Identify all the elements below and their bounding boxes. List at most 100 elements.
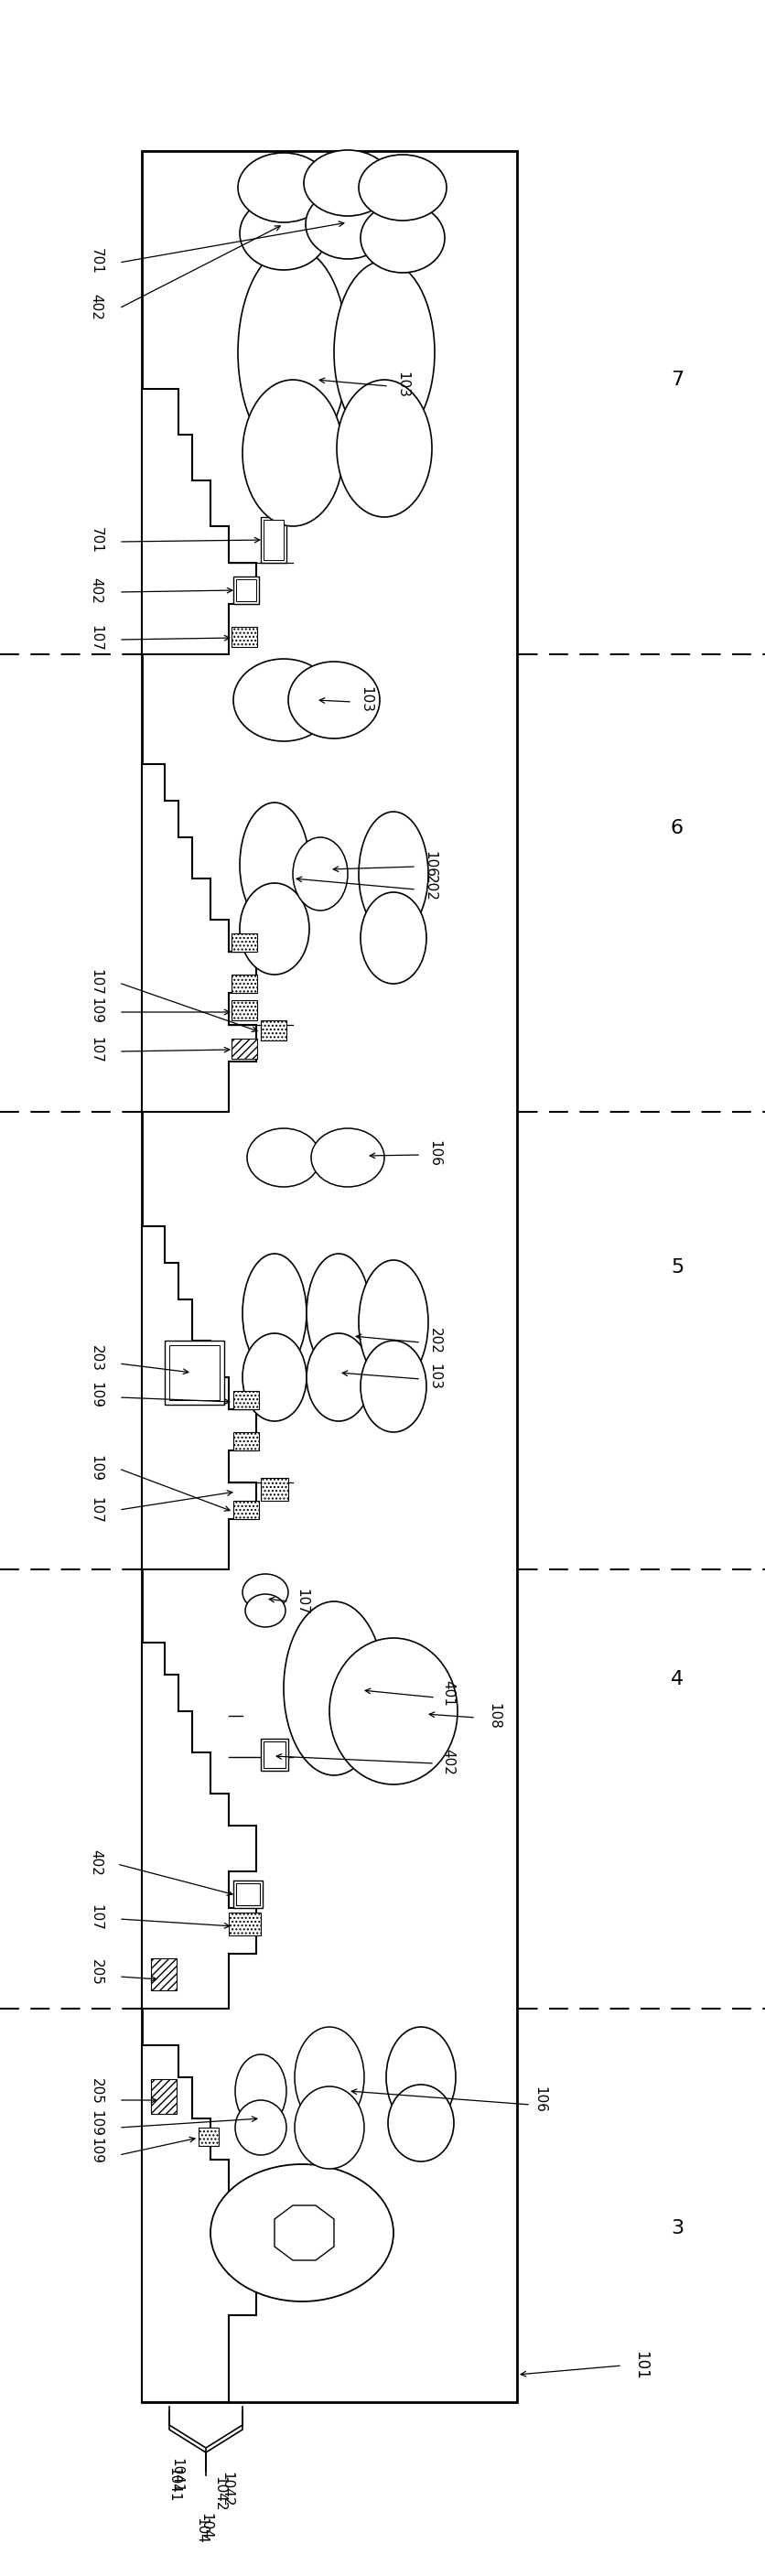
Text: 106: 106 bbox=[423, 853, 437, 878]
Ellipse shape bbox=[360, 1340, 426, 1432]
Ellipse shape bbox=[247, 1128, 321, 1188]
Polygon shape bbox=[142, 2045, 256, 2403]
Bar bbox=[232, 999, 257, 1020]
Ellipse shape bbox=[284, 1602, 384, 1775]
Text: 205: 205 bbox=[90, 1958, 103, 1986]
Bar bbox=[263, 1741, 285, 1767]
Bar bbox=[199, 2128, 219, 2146]
Polygon shape bbox=[142, 1643, 256, 2009]
Bar bbox=[232, 933, 257, 951]
Bar bbox=[164, 1340, 224, 1404]
Bar bbox=[233, 1880, 262, 1909]
Ellipse shape bbox=[243, 1334, 307, 1422]
Ellipse shape bbox=[360, 204, 444, 273]
Bar bbox=[263, 520, 284, 559]
Ellipse shape bbox=[293, 837, 348, 909]
Text: 7: 7 bbox=[671, 371, 684, 389]
Text: 203: 203 bbox=[90, 1345, 103, 1373]
Text: 402: 402 bbox=[90, 294, 103, 319]
Text: 402: 402 bbox=[90, 1850, 103, 1875]
Text: 106: 106 bbox=[428, 1139, 441, 1167]
Bar bbox=[236, 580, 256, 600]
Ellipse shape bbox=[235, 2099, 286, 2156]
Polygon shape bbox=[142, 389, 256, 654]
Text: 109: 109 bbox=[90, 1383, 103, 1409]
Bar bbox=[261, 518, 286, 562]
Text: 402: 402 bbox=[90, 577, 103, 603]
Text: 109: 109 bbox=[90, 2110, 103, 2136]
Ellipse shape bbox=[307, 1334, 370, 1422]
Bar bbox=[151, 1958, 177, 1991]
Ellipse shape bbox=[295, 2027, 364, 2128]
Ellipse shape bbox=[359, 811, 428, 935]
Text: 103: 103 bbox=[428, 1363, 441, 1391]
Ellipse shape bbox=[238, 247, 348, 459]
Text: 104: 104 bbox=[199, 2512, 213, 2540]
Ellipse shape bbox=[388, 2084, 454, 2161]
Text: 107: 107 bbox=[295, 1589, 309, 1615]
Bar bbox=[233, 577, 259, 603]
Text: 701: 701 bbox=[90, 247, 103, 273]
Text: 4: 4 bbox=[671, 1669, 684, 1687]
Ellipse shape bbox=[330, 1638, 457, 1785]
Bar bbox=[261, 1739, 288, 1770]
Text: 109: 109 bbox=[90, 1455, 103, 1481]
Ellipse shape bbox=[239, 196, 327, 270]
Text: 401: 401 bbox=[441, 1680, 455, 1705]
Bar bbox=[142, 152, 517, 2403]
Ellipse shape bbox=[304, 149, 392, 216]
Text: 202: 202 bbox=[423, 873, 437, 902]
Polygon shape bbox=[275, 2205, 334, 2259]
Ellipse shape bbox=[288, 662, 379, 739]
Ellipse shape bbox=[359, 1260, 428, 1383]
Text: 108: 108 bbox=[487, 1703, 501, 1728]
Text: 1041: 1041 bbox=[170, 2458, 184, 2494]
Text: 1041: 1041 bbox=[167, 2468, 181, 2501]
Ellipse shape bbox=[334, 260, 435, 443]
Bar bbox=[229, 1911, 261, 1935]
Text: 6: 6 bbox=[671, 819, 684, 837]
Text: 3: 3 bbox=[671, 2218, 684, 2239]
Ellipse shape bbox=[210, 2164, 393, 2300]
Text: 107: 107 bbox=[90, 1904, 103, 1929]
Bar bbox=[169, 1345, 220, 1401]
Text: 205: 205 bbox=[90, 2079, 103, 2105]
Text: 107: 107 bbox=[90, 969, 103, 994]
Text: 402: 402 bbox=[441, 1749, 455, 1775]
Ellipse shape bbox=[337, 379, 432, 518]
Text: 107: 107 bbox=[90, 623, 103, 652]
Text: 109: 109 bbox=[90, 2138, 103, 2164]
Text: 107: 107 bbox=[90, 1497, 103, 1522]
Ellipse shape bbox=[386, 2027, 456, 2128]
Ellipse shape bbox=[246, 1595, 285, 1628]
Text: 103: 103 bbox=[359, 688, 373, 714]
Bar bbox=[236, 1883, 260, 1906]
Bar bbox=[233, 1502, 259, 1520]
Ellipse shape bbox=[295, 2087, 364, 2169]
Ellipse shape bbox=[306, 191, 390, 260]
Text: 1042: 1042 bbox=[213, 2476, 226, 2512]
Ellipse shape bbox=[243, 1255, 307, 1373]
Text: 103: 103 bbox=[396, 371, 409, 397]
Text: 202: 202 bbox=[428, 1327, 441, 1355]
Bar bbox=[233, 1391, 259, 1409]
Ellipse shape bbox=[243, 1574, 288, 1610]
Text: 101: 101 bbox=[633, 2352, 649, 2380]
Bar bbox=[261, 1479, 288, 1502]
Ellipse shape bbox=[239, 884, 309, 974]
Bar bbox=[232, 626, 257, 647]
Text: 109: 109 bbox=[90, 997, 103, 1025]
Ellipse shape bbox=[235, 2056, 286, 2128]
Text: 5: 5 bbox=[671, 1257, 684, 1278]
Ellipse shape bbox=[243, 379, 343, 526]
Ellipse shape bbox=[359, 155, 447, 222]
Text: 107: 107 bbox=[90, 1036, 103, 1064]
Bar bbox=[261, 1020, 286, 1041]
Polygon shape bbox=[142, 1226, 256, 1569]
Ellipse shape bbox=[239, 804, 309, 927]
Ellipse shape bbox=[360, 891, 426, 984]
Text: 1042: 1042 bbox=[220, 2470, 234, 2506]
Text: 104: 104 bbox=[194, 2517, 208, 2543]
Text: 701: 701 bbox=[90, 526, 103, 554]
Bar bbox=[151, 2079, 177, 2115]
